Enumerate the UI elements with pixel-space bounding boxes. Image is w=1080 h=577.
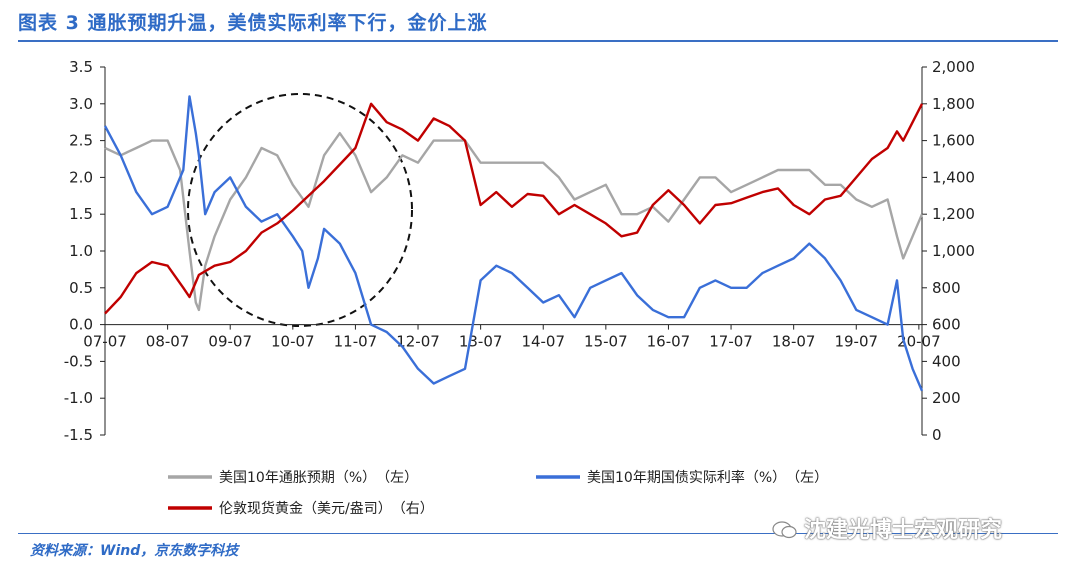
series-line-real-rate bbox=[103, 95, 924, 392]
x-tick-label: 11-07 bbox=[334, 333, 378, 351]
y-right-tick-label: 1,400 bbox=[932, 168, 975, 186]
series-line-inflation bbox=[104, 132, 924, 312]
y-right-tick-label: 800 bbox=[932, 279, 961, 297]
x-tick-label: 12-07 bbox=[396, 333, 440, 351]
y-right-tick-label: 1,000 bbox=[932, 242, 975, 260]
x-tick-label: 15-07 bbox=[584, 333, 628, 351]
x-tick-label: 09-07 bbox=[208, 333, 252, 351]
y-right-tick-label: 400 bbox=[932, 352, 961, 370]
y-left-tick-label: -1.5 bbox=[64, 426, 93, 444]
y-right-tick-label: 1,800 bbox=[932, 95, 975, 113]
y-left-tick-label: 0.5 bbox=[69, 279, 93, 297]
x-tick-label: 20-07 bbox=[897, 333, 941, 351]
x-tick-label: 14-07 bbox=[521, 333, 565, 351]
y-right-tick-label: 1,600 bbox=[932, 132, 975, 150]
legend-inflation: 美国10年通胀预期（%） （左） bbox=[219, 470, 418, 486]
footer-rule bbox=[18, 533, 1058, 544]
x-tick-label: 07-07 bbox=[83, 333, 127, 351]
y-left-tick-label: 3.0 bbox=[69, 95, 93, 113]
y-right-tick-label: 600 bbox=[932, 316, 961, 334]
x-tick-label: 16-07 bbox=[647, 333, 691, 351]
y-left-tick-label: 0.0 bbox=[69, 316, 93, 334]
x-tick-label: 19-07 bbox=[834, 333, 878, 351]
y-right-tick-label: 0 bbox=[932, 426, 942, 444]
y-left-tick-label: -0.5 bbox=[64, 352, 93, 370]
series-line-gold bbox=[104, 102, 924, 315]
chart-title: 图表 3 通胀预期升温，美债实际利率下行，金价上涨 bbox=[18, 12, 488, 34]
x-tick-label: 17-07 bbox=[709, 333, 753, 351]
legend-real-rate: 美国10年期国债实际利率（%） （左） bbox=[587, 469, 828, 486]
y-left-tick-label: 2.0 bbox=[69, 168, 93, 186]
y-left-tick-label: -1.0 bbox=[64, 389, 93, 407]
y-right-tick-label: 200 bbox=[932, 389, 961, 407]
x-tick-label: 18-07 bbox=[772, 333, 816, 351]
y-right-tick-label: 1,200 bbox=[932, 205, 975, 223]
highlight-circle bbox=[187, 93, 413, 327]
legend-gold: 伦敦现货黄金（美元/盎司） （右） bbox=[219, 500, 434, 517]
y-left-tick-label: 2.5 bbox=[69, 132, 93, 150]
x-tick-label: 10-07 bbox=[271, 333, 315, 351]
source-note: 资料来源：Wind，京东数字科技 bbox=[30, 543, 239, 559]
watermark: 沈建光博士宏观研究 bbox=[804, 518, 1003, 543]
title-bar: 图表 3 通胀预期升温，美债实际利率下行，金价上涨 bbox=[18, 10, 1058, 42]
y-right-tick-label: 2,000 bbox=[932, 58, 975, 76]
x-tick-label: 08-07 bbox=[146, 333, 190, 351]
y-left-tick-label: 1.0 bbox=[69, 242, 93, 260]
y-left-tick-label: 1.5 bbox=[69, 205, 93, 223]
x-tick-label: 13-07 bbox=[459, 333, 503, 351]
y-left-tick-label: 3.5 bbox=[69, 58, 93, 76]
wechat-icon bbox=[772, 521, 797, 539]
